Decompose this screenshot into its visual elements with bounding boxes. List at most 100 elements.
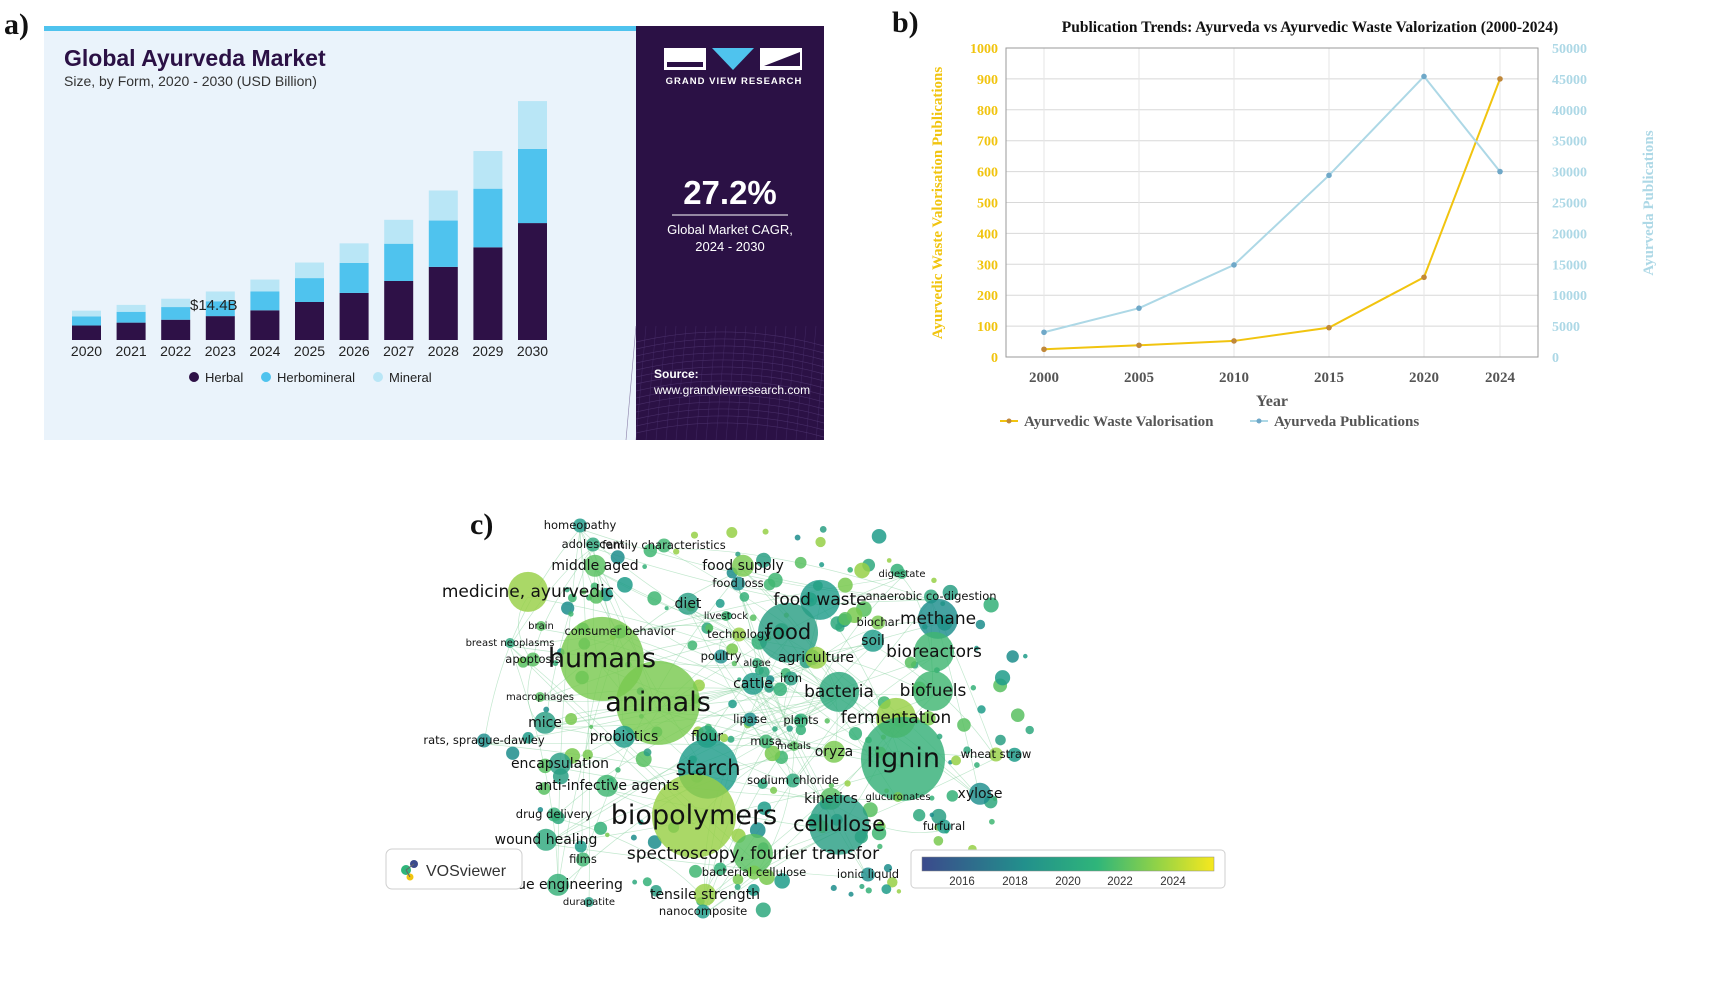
term-node-plants[interactable] xyxy=(794,713,808,728)
term-node-poultry[interactable] xyxy=(714,649,728,664)
term-node-livestock[interactable] xyxy=(721,611,731,621)
term-node-middle-aged[interactable] xyxy=(584,554,606,577)
term-node-diet[interactable] xyxy=(677,592,699,615)
right-tick-30000: 30000 xyxy=(1552,166,1587,181)
right-tick-5000: 5000 xyxy=(1552,320,1580,335)
trend-series xyxy=(1041,73,1503,353)
term-label-encapsulation: encapsulation xyxy=(511,756,609,772)
right-tick-10000: 10000 xyxy=(1552,289,1587,304)
term-node-cellulose[interactable] xyxy=(809,794,869,855)
term-label-food-waste: food waste xyxy=(773,590,866,610)
term-node-food-supply[interactable] xyxy=(732,554,754,577)
term-node-ionic-liquid[interactable] xyxy=(861,867,875,882)
term-node-probiotics[interactable] xyxy=(613,725,635,748)
term-node-iron[interactable] xyxy=(784,671,798,686)
term-node-furfural[interactable] xyxy=(937,819,951,834)
term-label-kinetics: kinetics xyxy=(804,791,858,807)
term-node-methane[interactable] xyxy=(918,598,958,639)
term-node-food-loss[interactable] xyxy=(731,576,745,591)
term-node-food-waste[interactable] xyxy=(800,579,840,620)
term-node-agriculture[interactable] xyxy=(805,646,827,669)
x-tick-2024: 2024 xyxy=(249,343,280,359)
term-label-animals: animals xyxy=(605,687,711,718)
x-tick-2021: 2021 xyxy=(116,343,147,359)
source-url[interactable]: www.grandviewresearch.com xyxy=(653,383,810,397)
term-node-bacteria[interactable] xyxy=(819,671,859,712)
term-node-glucuronates[interactable] xyxy=(893,792,903,802)
term-node-oryza[interactable] xyxy=(823,740,845,763)
series-1-point-2024 xyxy=(1497,168,1503,175)
term-node-medicine-ayurvedic[interactable] xyxy=(508,571,548,612)
term-node-animals[interactable] xyxy=(616,660,700,745)
term-node-metals[interactable] xyxy=(789,741,799,751)
bar-herbomineral-2029 xyxy=(473,188,503,248)
term-label-drug-delivery: drug delivery xyxy=(516,807,593,821)
term-node-food[interactable] xyxy=(758,602,818,663)
term-node-cattle[interactable] xyxy=(742,672,764,695)
x-tick-2010: 2010 xyxy=(1219,370,1249,386)
term-node-technology[interactable] xyxy=(732,627,746,642)
term-node-bacterial-cellulose[interactable] xyxy=(747,865,761,880)
left-tick-500: 500 xyxy=(977,197,998,212)
term-node-macrophages[interactable] xyxy=(535,692,545,702)
term-node-bioreactors[interactable] xyxy=(914,631,954,672)
market-legend: Herbal Herbomineral Mineral xyxy=(189,370,432,385)
term-label-digestate: digestate xyxy=(879,569,926,580)
panel-label-c: c) xyxy=(470,508,494,541)
term-node-family-characteristics[interactable] xyxy=(657,538,671,553)
term-label-livestock: livestock xyxy=(704,611,748,622)
term-node-tissue-engineering[interactable] xyxy=(547,873,569,896)
term-node-lipase[interactable] xyxy=(743,712,757,727)
left-tick-300: 300 xyxy=(977,258,998,273)
right-tick-50000: 50000 xyxy=(1552,42,1587,57)
x-tick-2000: 2000 xyxy=(1029,370,1059,386)
term-node-films[interactable] xyxy=(576,852,590,867)
term-node-adolescent[interactable] xyxy=(586,537,600,552)
term-node-breast-neoplasms[interactable] xyxy=(505,638,515,648)
term-node-xylose[interactable] xyxy=(969,782,991,805)
term-node-biofuels[interactable] xyxy=(913,670,953,711)
term-node-drug-delivery[interactable] xyxy=(547,807,561,822)
bar-mineral-2030 xyxy=(518,101,547,149)
term-node-homeopathy[interactable] xyxy=(573,518,587,533)
scale-tick-2016: 2016 xyxy=(949,876,975,888)
bar-herbal-2025 xyxy=(295,301,324,340)
series-0-point-2000 xyxy=(1041,346,1047,353)
term-node-durapatite[interactable] xyxy=(584,897,594,907)
term-node-lignin[interactable] xyxy=(861,716,945,801)
term-node-algae[interactable] xyxy=(752,658,762,668)
scale-tick-2020: 2020 xyxy=(1055,876,1081,888)
term-node-mice[interactable] xyxy=(534,711,556,734)
term-node-musa[interactable] xyxy=(759,734,773,749)
x-tick-2020: 2020 xyxy=(71,343,102,359)
series-0-point-2005 xyxy=(1136,342,1142,349)
term-node-tensile-strength[interactable] xyxy=(694,883,716,906)
term-label-lignin: lignin xyxy=(866,743,940,774)
term-label-family-characteristics: family characteristics xyxy=(602,538,725,552)
scale-tick-2018: 2018 xyxy=(1002,876,1028,888)
term-node-sodium-chloride[interactable] xyxy=(786,773,800,788)
term-node-soil[interactable] xyxy=(862,629,884,652)
term-node-digestate[interactable] xyxy=(897,569,907,579)
term-node-spectroscopy-fourier-transfor[interactable] xyxy=(733,833,773,874)
term-node-nanocomposite[interactable] xyxy=(696,904,710,919)
term-label-iron: iron xyxy=(780,671,802,685)
source-label: Source: xyxy=(654,367,699,381)
term-node-biopolymers[interactable] xyxy=(652,773,736,858)
bar-herbomineral-2025 xyxy=(295,278,324,302)
term-node-wheat-straw[interactable] xyxy=(989,747,1003,762)
term-node-encapsulation[interactable] xyxy=(549,752,571,775)
term-label-films: films xyxy=(569,852,597,866)
term-label-brain: brain xyxy=(528,621,554,632)
term-node-wound-healing[interactable] xyxy=(535,828,557,851)
network-nodes xyxy=(477,518,1034,919)
series-0-point-2020 xyxy=(1421,274,1427,281)
vosviewer-logo[interactable]: VOSviewer xyxy=(385,848,523,890)
bar-herbal-2030 xyxy=(518,223,547,340)
term-node-apoptosis[interactable] xyxy=(526,652,540,667)
term-node-rats-sprague-dawley[interactable] xyxy=(477,733,491,748)
term-node-anti-infective-agents[interactable] xyxy=(596,774,618,797)
term-label-consumer-behavior: consumer behavior xyxy=(564,624,675,638)
term-node-biochar[interactable] xyxy=(871,615,885,630)
term-node-brain[interactable] xyxy=(536,621,546,631)
